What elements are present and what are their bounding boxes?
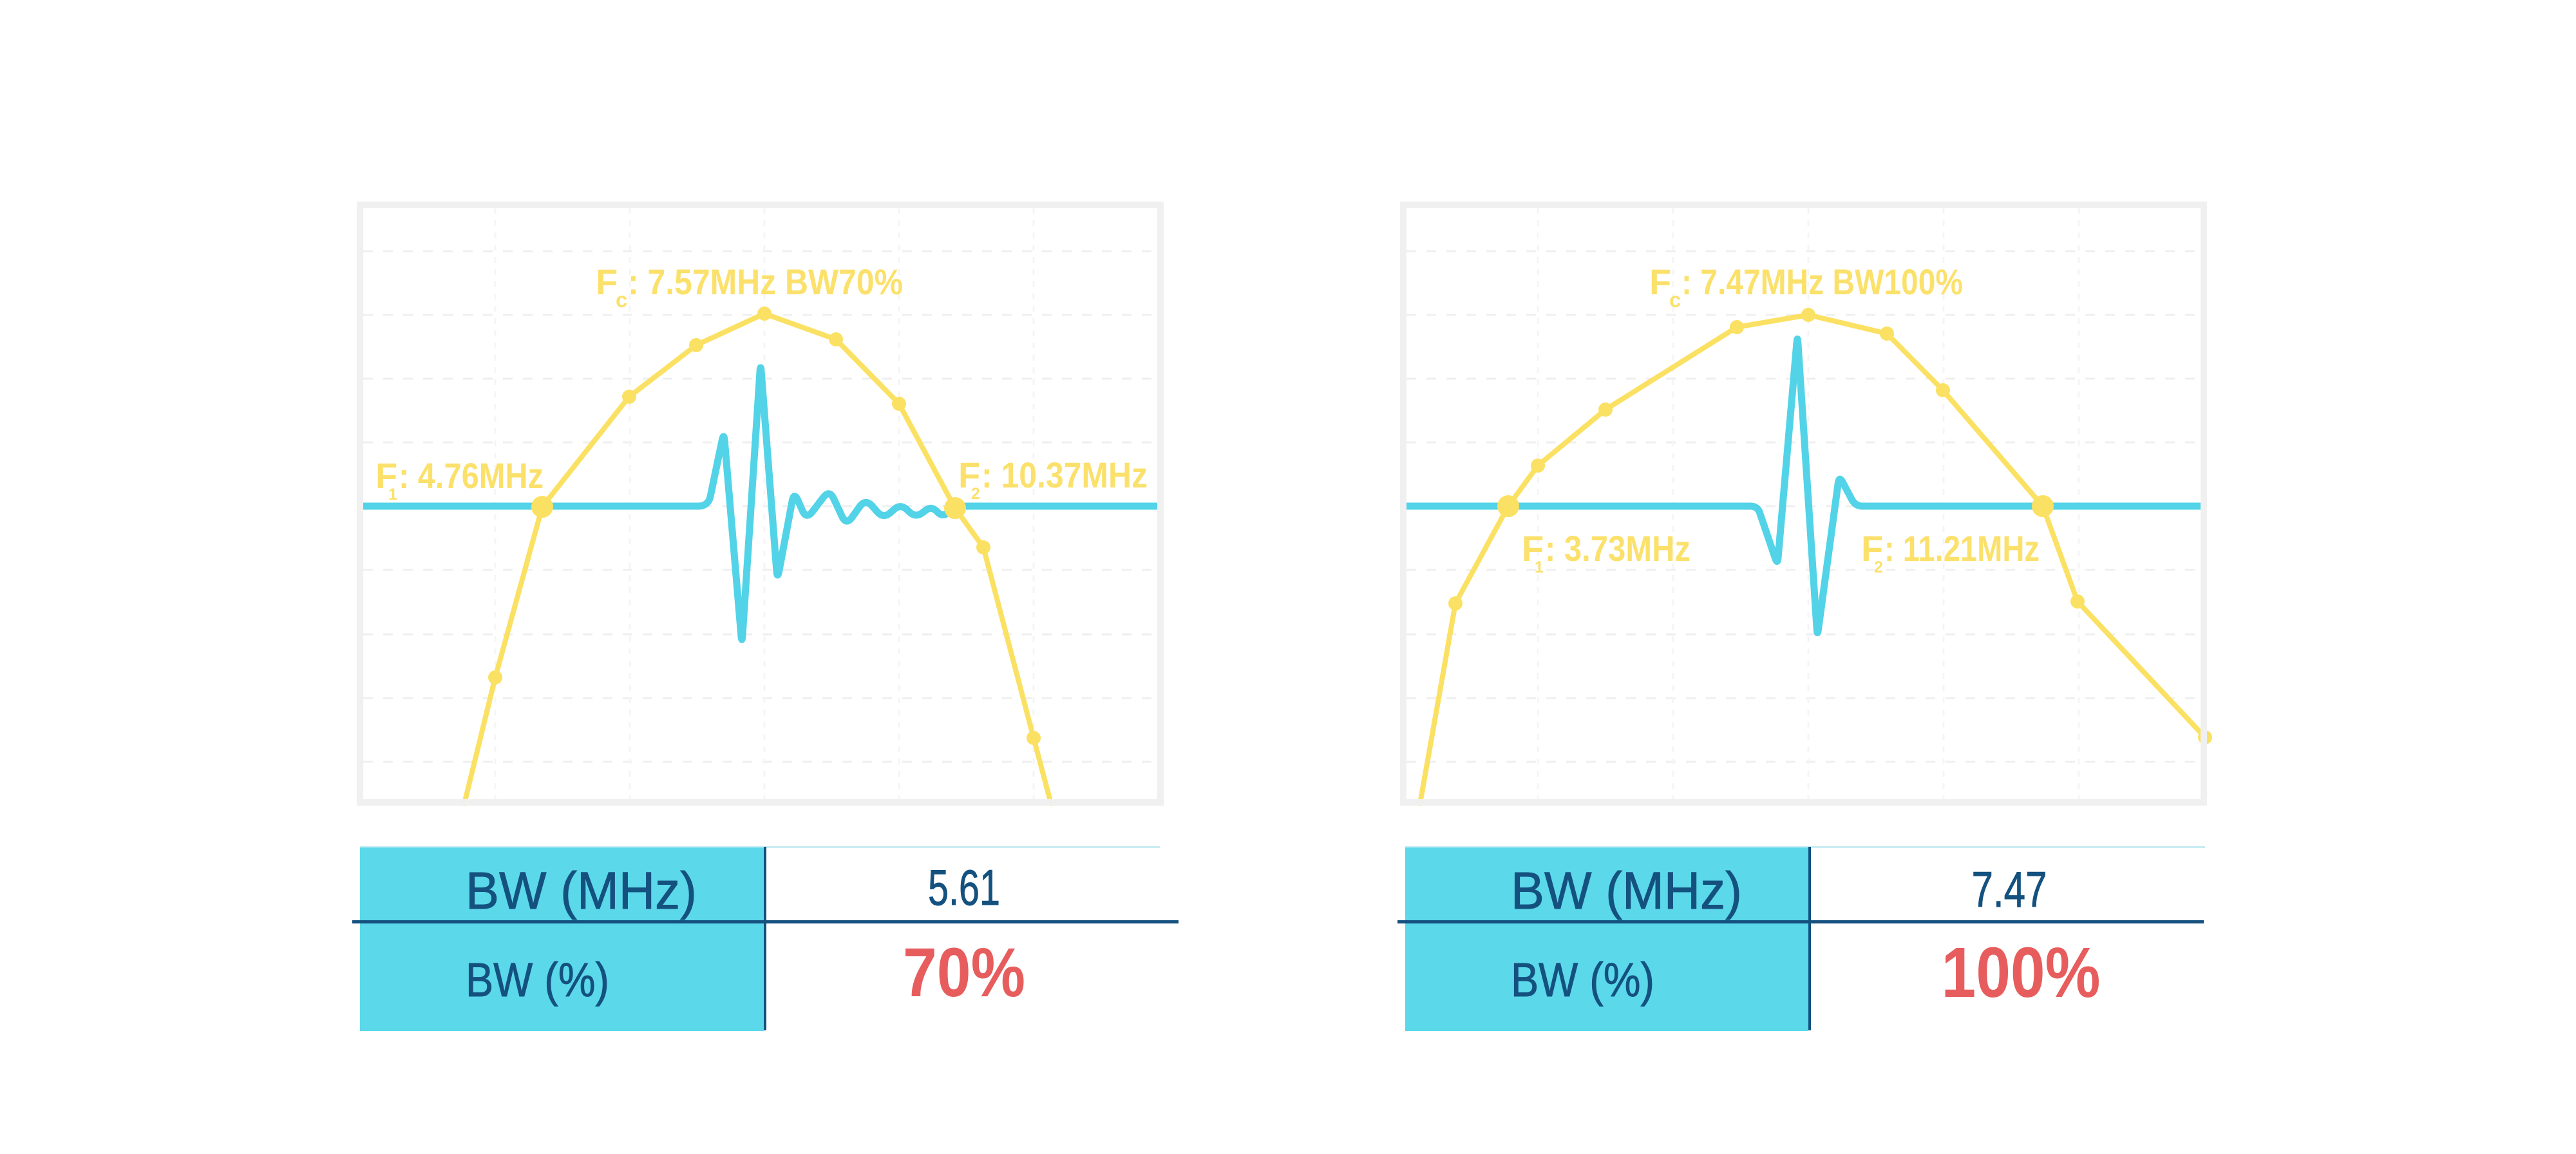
svg-text:100%: 100% — [1942, 933, 2101, 1012]
svg-text:70%: 70% — [903, 933, 1025, 1011]
svg-text:: 7.57MHz BW70%: : 7.57MHz BW70% — [628, 261, 903, 302]
svg-text:BW (%): BW (%) — [466, 953, 609, 1007]
svg-text:F: F — [1649, 261, 1671, 302]
svg-text:: 10.37MHz: : 10.37MHz — [981, 455, 1148, 495]
svg-text:: 7.47MHz BW100%: : 7.47MHz BW100% — [1681, 261, 1963, 302]
svg-text:: 11.21MHz: : 11.21MHz — [1884, 528, 2040, 569]
svg-text:1: 1 — [1535, 558, 1544, 576]
svg-text:BW (MHz): BW (MHz) — [1511, 862, 1742, 920]
svg-text:F: F — [596, 261, 618, 302]
svg-text:: 3.73MHz: : 3.73MHz — [1545, 528, 1690, 569]
svg-text:: 4.76MHz: : 4.76MHz — [399, 455, 544, 496]
svg-text:2: 2 — [971, 485, 980, 503]
svg-text:1: 1 — [388, 486, 397, 504]
svg-text:c: c — [616, 288, 627, 312]
svg-text:BW (%): BW (%) — [1511, 953, 1654, 1007]
svg-text:2: 2 — [1874, 558, 1883, 576]
svg-text:BW (MHz): BW (MHz) — [466, 862, 697, 920]
svg-text:F: F — [1522, 528, 1544, 569]
svg-text:F: F — [375, 455, 397, 496]
svg-text:7.47: 7.47 — [1972, 861, 2047, 918]
svg-text:c: c — [1669, 288, 1681, 312]
svg-text:F: F — [1861, 528, 1883, 569]
svg-text:F: F — [958, 455, 980, 495]
svg-text:5.61: 5.61 — [928, 859, 1000, 916]
